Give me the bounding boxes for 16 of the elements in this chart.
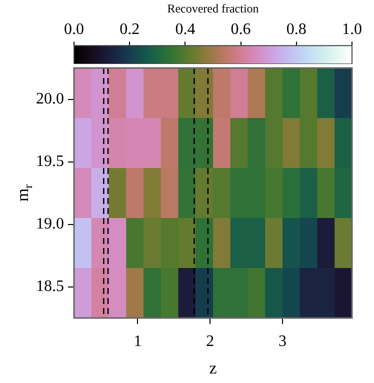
x-tick-label: 1 — [134, 332, 142, 350]
color-bar-label: 1.0 — [342, 21, 362, 38]
color-bar-label: 0.6 — [230, 21, 251, 38]
x-tick-label: 2 — [206, 332, 214, 350]
y-axis-title: mr — [13, 184, 35, 202]
y-tick-label: 20.0 — [36, 90, 64, 108]
y-tick-label: 19.0 — [36, 215, 64, 232]
y-tick-label: 18.5 — [36, 278, 64, 295]
color-bar-label: 0.0 — [64, 21, 84, 38]
x-tick-label: 3 — [278, 332, 286, 350]
color-bar-label: 0.4 — [175, 21, 196, 38]
color-bar-title: Recovered fraction — [167, 1, 259, 16]
color-bar-label: 0.2 — [120, 21, 140, 38]
color-bar-label: 0.8 — [286, 21, 306, 38]
x-axis-title: z — [209, 358, 218, 378]
y-tick-label: 19.5 — [36, 152, 64, 170]
